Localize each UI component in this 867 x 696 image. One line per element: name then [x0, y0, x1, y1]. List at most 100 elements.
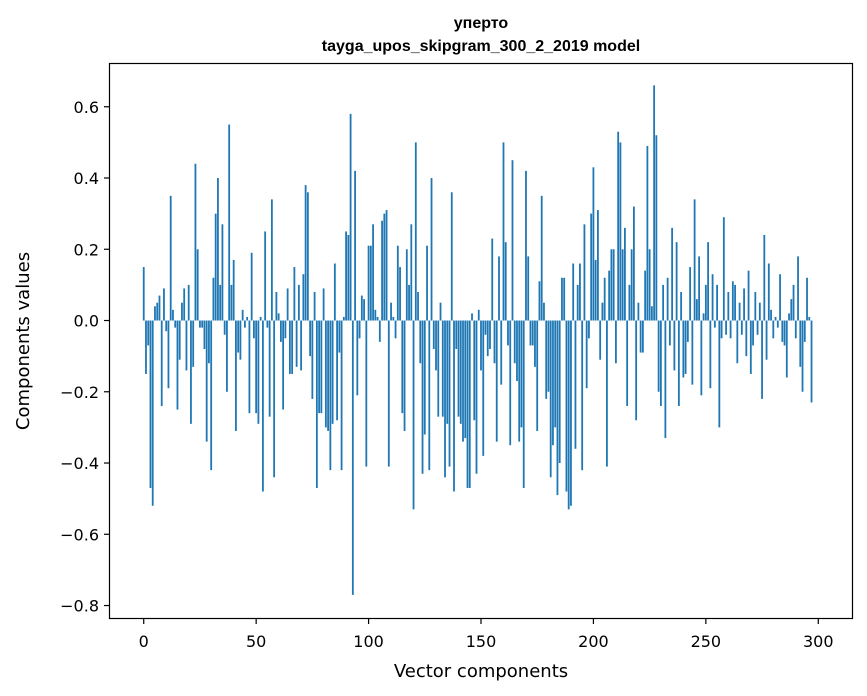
bar-component-170	[525, 170, 527, 321]
bar-component-202	[597, 210, 599, 321]
bar-component-157	[495, 320, 498, 442]
bar-component-106	[381, 220, 383, 321]
bar-component-178	[543, 302, 545, 321]
bar-component-74	[309, 320, 312, 357]
bar-component-221	[639, 320, 642, 353]
bar-component-143	[464, 320, 467, 439]
bar-component-148	[475, 320, 478, 474]
bar-component-172	[529, 320, 532, 346]
bar-component-263	[734, 284, 736, 321]
bar-component-275	[761, 320, 763, 399]
bar-component-15	[176, 320, 179, 410]
bar-component-257	[720, 320, 723, 339]
bar-component-70	[300, 320, 303, 371]
bar-component-133	[441, 320, 444, 417]
bar-component-184	[556, 320, 559, 496]
bar-component-14	[174, 320, 177, 328]
bar-component-100	[367, 245, 370, 321]
bar-component-131	[437, 320, 440, 417]
x-tick-label: 0	[139, 632, 149, 651]
bar-component-149	[477, 309, 480, 321]
bar-component-111	[392, 316, 395, 321]
bar-component-98	[363, 299, 365, 321]
bar-component-92	[349, 113, 352, 321]
bar-component-125	[423, 320, 426, 435]
bar-component-117	[405, 249, 408, 321]
bar-component-293	[801, 320, 804, 392]
bar-component-73	[306, 192, 309, 321]
y-tick-label: −0.4	[60, 454, 99, 473]
x-tick-label: 50	[246, 632, 266, 651]
bar-component-60	[277, 313, 280, 321]
bar-component-115	[401, 320, 404, 414]
bar-component-58	[273, 320, 276, 478]
bar-component-5	[154, 306, 156, 321]
bar-component-42	[237, 320, 240, 353]
bar-component-94	[354, 170, 356, 321]
bar-component-182	[552, 320, 554, 446]
bar-component-78	[318, 320, 321, 414]
bar-component-122	[417, 292, 419, 321]
chart-subtitle: tayga_upos_skipgram_300_2_2019 model	[322, 38, 640, 55]
bar-component-265	[738, 302, 741, 321]
bar-component-196	[583, 224, 586, 321]
bar-component-163	[509, 320, 512, 446]
bar-component-28	[205, 320, 208, 442]
bar-component-222	[641, 320, 644, 353]
bar-component-129	[432, 320, 435, 350]
bar-component-44	[241, 309, 244, 321]
bar-component-21	[190, 320, 192, 424]
bar-component-16	[178, 320, 181, 360]
bar-component-76	[313, 292, 316, 321]
bar-component-229	[657, 320, 660, 392]
bar-component-12	[169, 195, 172, 321]
bar-component-25	[199, 320, 201, 328]
bar-component-72	[304, 185, 307, 321]
x-tick-label: 250	[691, 632, 722, 651]
bar-component-140	[457, 320, 460, 417]
bar-component-120	[412, 320, 415, 510]
bar-component-238	[677, 320, 680, 407]
bar-component-93	[351, 320, 354, 595]
bar-component-258	[722, 217, 725, 321]
bar-component-30	[210, 320, 213, 471]
bar-component-26	[201, 320, 204, 328]
bar-component-224	[646, 145, 649, 321]
bar-component-96	[358, 320, 361, 339]
bar-component-195	[581, 320, 584, 471]
x-tick-label: 100	[353, 632, 384, 651]
bar-component-110	[390, 302, 392, 321]
bar-component-220	[637, 302, 640, 321]
bar-component-206	[606, 320, 608, 467]
bar-component-49	[253, 320, 255, 339]
bar-component-35	[221, 224, 224, 321]
bar-component-68	[295, 320, 298, 367]
bar-component-91	[347, 235, 350, 321]
bar-component-169	[522, 320, 525, 488]
bar-component-175	[536, 320, 539, 431]
bar-component-130	[435, 320, 437, 371]
bar-component-240	[682, 320, 685, 378]
bar-component-286	[785, 320, 788, 378]
y-tick-label: 0.6	[74, 98, 99, 117]
bar-component-176	[538, 281, 541, 321]
bar-component-54	[264, 231, 267, 321]
bar-component-3	[149, 320, 152, 488]
bar-component-2	[147, 320, 150, 346]
bar-component-90	[345, 231, 347, 321]
bar-component-225	[648, 249, 651, 321]
bar-component-118	[408, 284, 410, 321]
bar-component-166	[516, 320, 518, 382]
bar-component-142	[462, 320, 464, 442]
bar-component-102	[372, 224, 374, 321]
bar-component-231	[662, 284, 665, 321]
bar-component-127	[428, 320, 431, 471]
bar-component-192	[574, 320, 577, 449]
bar-component-281	[774, 316, 777, 321]
bar-component-251	[707, 242, 709, 321]
bar-component-208	[610, 249, 613, 321]
bar-component-53	[262, 320, 264, 492]
bar-component-137	[450, 192, 453, 321]
bar-component-183	[554, 320, 557, 428]
bar-component-212	[619, 142, 622, 321]
